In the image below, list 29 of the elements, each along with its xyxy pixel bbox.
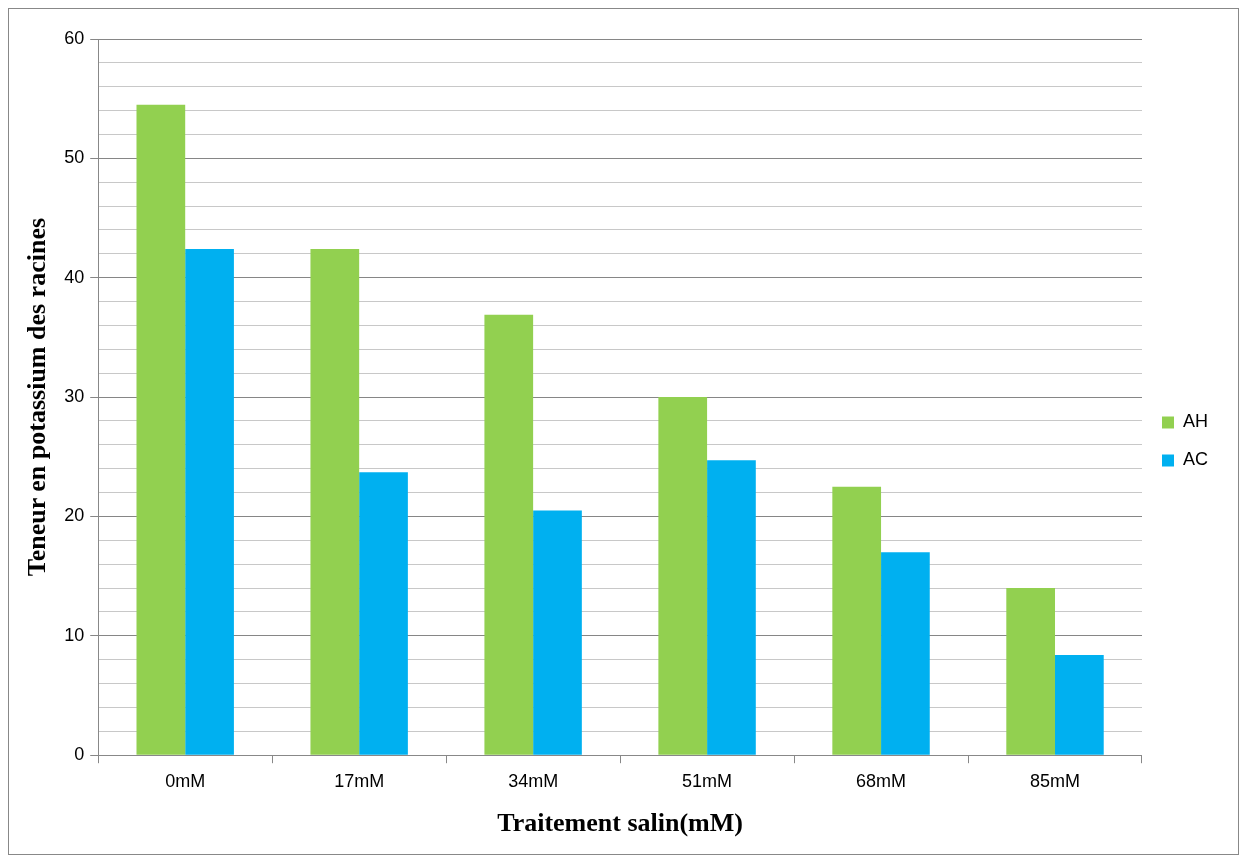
bar: [185, 249, 234, 755]
bar: [881, 552, 930, 755]
bar: [832, 486, 882, 755]
bar: [359, 472, 408, 755]
bar: [707, 460, 756, 755]
bar: [136, 104, 186, 755]
y-tick-label: 0: [74, 744, 85, 765]
y-tick-label: 60: [64, 27, 85, 48]
y-tick-label: 40: [64, 266, 85, 287]
y-axis-title: Teneur en potassium des racines: [22, 217, 52, 577]
x-tick-label: 0mM: [165, 770, 206, 791]
x-tick-label: 17mM: [334, 770, 385, 791]
x-tick-label: 51mM: [682, 770, 733, 791]
legend-label: AC: [1183, 449, 1209, 470]
x-axis-title: Traitement salin(mM): [497, 808, 743, 838]
legend-label: AH: [1183, 411, 1209, 432]
y-tick-label: 10: [64, 624, 85, 645]
x-tick-label: 85mM: [1030, 770, 1081, 791]
bar: [1055, 654, 1104, 755]
bar: [658, 397, 708, 755]
y-tick-label: 50: [64, 147, 85, 168]
bar: [310, 249, 360, 755]
bar: [1006, 588, 1056, 755]
x-tick-label: 34mM: [508, 770, 559, 791]
y-tick-label: 30: [64, 386, 85, 407]
x-tick-label: 68mM: [856, 770, 907, 791]
y-tick-label: 20: [64, 505, 85, 526]
bar: [484, 314, 534, 755]
bar: [533, 510, 582, 755]
